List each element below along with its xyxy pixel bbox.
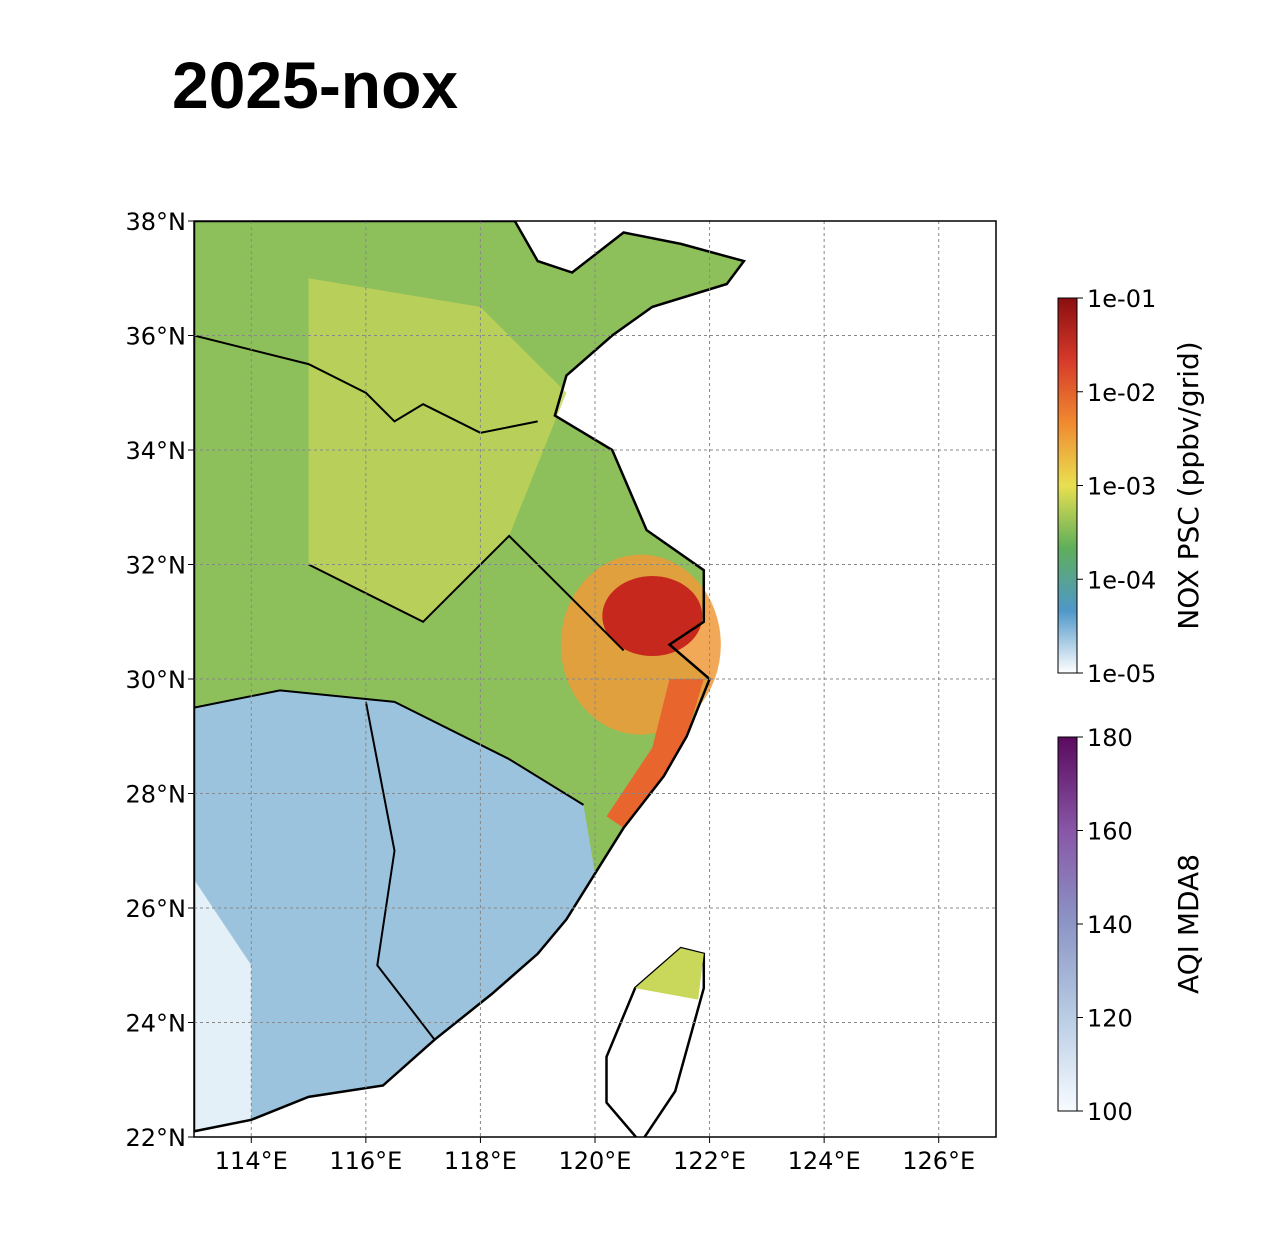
x-tick-label: 114°E [215,1147,288,1175]
colorbar-label: AQI MDA8 [1172,854,1205,994]
colorbar-tick-label: 140 [1087,911,1133,939]
coast-field [606,679,704,828]
colorbar-tick-label: 160 [1087,818,1133,846]
colorbar-tick-label: 1e-04 [1087,566,1156,594]
taiwan-field [635,948,704,1000]
x-tick-label: 120°E [559,1147,632,1175]
colorbar-tick-label: 1e-02 [1087,379,1156,407]
y-tick-label: 30°N [126,666,187,694]
y-tick-label: 36°N [126,323,187,351]
colorbar-tick-label: 1e-03 [1087,473,1156,501]
y-tick-label: 32°N [126,552,187,580]
y-tick-label: 28°N [126,781,187,809]
low-field [194,879,252,1132]
mid-field [308,278,567,622]
title: 2025-nox [172,48,458,122]
y-tick-label: 38°N [126,208,187,236]
x-tick-label: 122°E [673,1147,746,1175]
y-tick-label: 24°N [126,1010,187,1038]
x-tick-label: 116°E [329,1147,402,1175]
y-tick-label: 22°N [126,1124,187,1152]
colorbar-tick-label: 120 [1087,1005,1133,1033]
map-area [194,221,996,1137]
map-frame [193,220,997,1138]
colorbar-tick-label: 100 [1087,1098,1133,1126]
border [364,701,436,1041]
border [308,534,625,652]
colorbar [1057,297,1078,674]
y-tick-label: 26°N [126,895,187,923]
colorbar-tick-label: 1e-01 [1087,285,1156,313]
hot-field [602,576,703,657]
x-tick-label: 126°E [902,1147,975,1175]
colorbar-label: NOX PSC (ppbv/grid) [1172,341,1205,629]
x-tick-label: 124°E [788,1147,861,1175]
colorbar-tick-label: 1e-05 [1087,660,1156,688]
x-tick-label: 118°E [444,1147,517,1175]
colorbar-tick-label: 180 [1087,724,1133,752]
y-tick-label: 34°N [126,437,187,465]
colorbar [1057,736,1078,1112]
low-field [194,690,595,1132]
